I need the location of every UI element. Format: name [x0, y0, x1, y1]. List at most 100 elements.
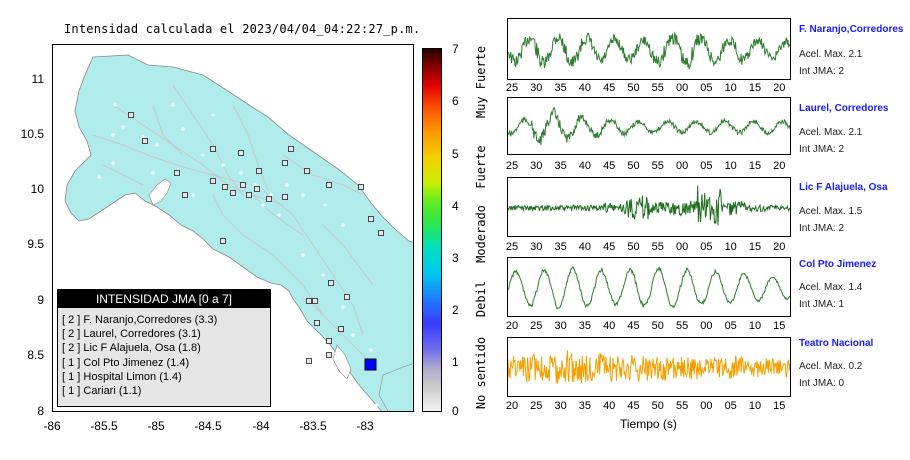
station-marker	[174, 170, 180, 176]
colorbar-tick: 3	[452, 251, 459, 265]
city-dot	[239, 171, 243, 175]
city-dot	[277, 213, 281, 217]
land-area	[64, 54, 413, 411]
waveform-tick-label: 00	[700, 320, 713, 332]
station-marker	[246, 192, 252, 198]
x-tick: -83.5	[299, 419, 327, 433]
waveform-tick-label: 50	[651, 400, 664, 412]
colorbar-tick: 7	[452, 42, 459, 56]
station-accel: Acel. Max. 1.5	[799, 206, 863, 217]
waveform-tick-label: 35	[578, 400, 592, 412]
legend-title: INTENSIDAD JMA [0 a 7]	[58, 290, 270, 308]
station-marker	[328, 280, 334, 286]
waveform-tick-label: 20	[773, 160, 786, 172]
waveform-panel[interactable]	[507, 177, 791, 237]
city-dots	[97, 103, 379, 407]
city-dot	[191, 193, 195, 197]
station-marker	[128, 112, 134, 118]
station-marker	[326, 352, 332, 358]
station-marker	[282, 194, 288, 200]
waveform-panel[interactable]	[507, 18, 791, 80]
colorbar-tick: 5	[452, 147, 459, 161]
waveform-tick-label: 40	[578, 82, 592, 94]
waveform-panel[interactable]	[507, 257, 791, 317]
waveform-tick-label: 25	[505, 160, 519, 172]
waveform-svg	[508, 350, 790, 384]
y-tick: 11	[31, 72, 44, 86]
legend-item: [ 1 ] Cariari (1.1)	[62, 385, 142, 398]
station-name: Laurel, Corredores	[799, 103, 889, 114]
waveform-tick-label: 00	[675, 160, 689, 172]
city-dot	[155, 143, 159, 147]
station-int: Int JMA: 2	[799, 223, 845, 234]
station-marker	[230, 190, 236, 196]
waveform-tick-label: 45	[603, 160, 616, 172]
waveform-tick-label: 55	[651, 160, 664, 172]
waveform-panel[interactable]	[507, 97, 791, 155]
city-dot	[111, 161, 115, 165]
waveform-tick-label: 35	[554, 241, 567, 253]
highlight-station-marker	[364, 358, 377, 371]
waveform-tick-label: 35	[554, 82, 567, 94]
station-accel: Acel. Max. 2.1	[799, 127, 863, 138]
station-int: Int JMA: 2	[799, 144, 845, 155]
city-dot	[253, 183, 257, 187]
waveform-tick-label: 15	[748, 241, 762, 253]
city-dot	[323, 203, 327, 207]
waveform-tick-label: 25	[530, 400, 543, 412]
city-dot	[261, 203, 265, 207]
x-tick: -85	[147, 419, 165, 433]
station-int: Int JMA: 2	[799, 66, 845, 77]
city-dot	[171, 103, 175, 107]
city-dot	[301, 193, 305, 197]
waveform-tick-label: 40	[603, 400, 616, 412]
station-int: Int JMA: 1	[799, 299, 845, 310]
station-marker	[240, 182, 246, 188]
waveform-tick-label: 20	[773, 241, 786, 253]
waveform-tick-label: 50	[627, 82, 640, 94]
waveform-tick-label: 10	[748, 320, 762, 332]
station-marker	[288, 146, 294, 152]
legend-item: [ 1 ] Hospital Limon (1.4)	[62, 370, 182, 383]
city-dot	[321, 273, 325, 277]
station-marker	[344, 294, 350, 300]
station-marker	[220, 238, 226, 244]
waveform-tick-label: 10	[724, 160, 737, 172]
station-marker	[338, 326, 344, 332]
station-marker	[256, 168, 262, 174]
station-markers	[128, 112, 384, 364]
legend-item: [ 1 ] Col Pto Jimenez (1.4)	[62, 356, 190, 369]
waveform-tick-label: 30	[530, 82, 543, 94]
city-dot	[351, 333, 355, 337]
waveform-tick-label: 05	[700, 160, 713, 172]
waveform-tick-label: 35	[578, 320, 592, 332]
waveform-tick-label: 05	[724, 400, 737, 412]
waveform-tick-label: 40	[578, 241, 592, 253]
colorbar-tick: 2	[452, 303, 459, 317]
station-marker	[210, 146, 216, 152]
station-marker	[326, 338, 332, 344]
waveform-tick-label: 30	[554, 320, 567, 332]
road-network	[92, 84, 374, 366]
legend-item: [ 2 ] Laurel, Corredores (3.1)	[62, 328, 201, 341]
waveform-tick-label: 55	[651, 241, 664, 253]
waveform-tick-label: 55	[675, 400, 689, 412]
station-marker	[282, 160, 288, 166]
station-name: Teatro Nacional	[799, 338, 874, 349]
waveform-tick-label: 30	[530, 241, 543, 253]
station-marker	[182, 192, 188, 198]
time-axis-label: Tiempo (s)	[620, 417, 677, 431]
y-tick: 10.5	[20, 127, 44, 141]
waveform-tick-label: 40	[603, 320, 616, 332]
station-marker	[142, 138, 148, 144]
station-marker	[306, 358, 312, 364]
waveform-tick-label: 10	[724, 241, 737, 253]
city-dot	[181, 127, 185, 131]
waveform-tick-label: 15	[773, 320, 786, 332]
y-tick: 8.5	[27, 348, 44, 362]
map-title: Intensidad calculada el 2023/04/04_04:22…	[64, 22, 421, 36]
city-dot	[341, 223, 345, 227]
station-accel: Acel. Max. 2.1	[799, 49, 863, 60]
waveform-panel[interactable]	[507, 337, 791, 397]
colorbar-word: No sentido	[474, 336, 488, 410]
